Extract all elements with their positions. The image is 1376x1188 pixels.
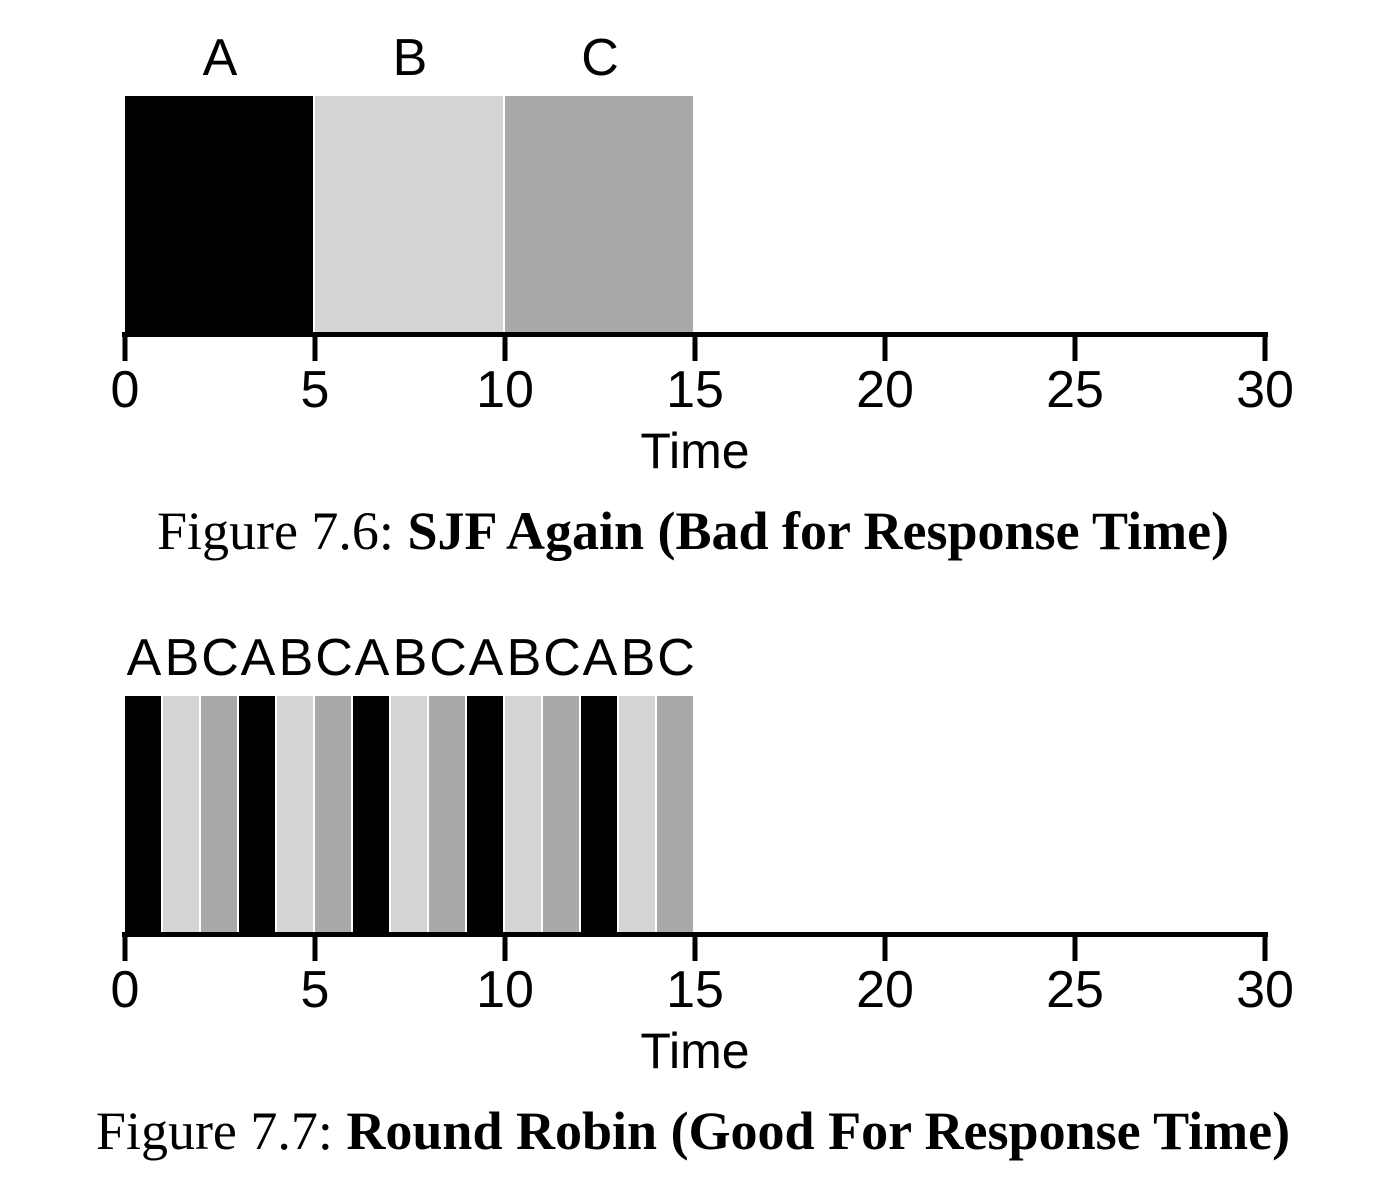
x-axis-tick-0 [122,932,128,961]
timeline-segment-B-13-14 [619,696,655,932]
x-axis-tick-10 [502,932,508,961]
x-axis-tick-0 [122,332,128,361]
timeline-segment-A-6-7 [353,696,389,932]
job-label-C: C [429,629,467,687]
figure-caption: Figure 7.7: Round Robin (Good For Respon… [10,1100,1376,1162]
job-label-C: C [581,29,619,87]
timeline-segment-A-12-13 [581,696,617,932]
job-label-B: B [164,629,200,687]
job-label-A: A [202,29,238,87]
x-axis-tick-label-0: 0 [110,961,140,1019]
job-label-A: A [240,629,276,687]
timeline-segment-B-5-10 [315,96,503,332]
job-label-A: A [582,629,618,687]
caption-number: Figure 7.6: [156,501,394,561]
x-axis-tick-5 [312,932,318,961]
x-axis-tick-label-20: 20 [856,961,914,1019]
x-axis-tick-5 [312,332,318,361]
x-axis: 0 5 10 15 20 25 30 [111,332,1294,447]
timeline-segment-B-1-2 [163,696,199,932]
x-axis-tick-label-10: 10 [476,961,534,1019]
x-axis-tick-label-10: 10 [476,361,534,419]
x-axis-tick-30 [1262,332,1268,361]
caption-number: Figure 7.7: [95,1101,333,1161]
x-axis-tick-20 [882,332,888,361]
timeline-segment-B-4-5 [277,696,313,932]
job-label-B: B [392,29,428,87]
timeline-segment-C-14-15 [657,696,693,932]
x-axis-tick-20 [882,932,888,961]
x-axis-tick-30 [1262,932,1268,961]
x-axis-tick-15 [692,332,698,361]
x-axis-tick-label-15: 15 [666,361,724,419]
job-label-B: B [392,629,428,687]
x-axis-tick-10 [502,332,508,361]
x-axis-tick-label-30: 30 [1236,361,1294,419]
job-label-B: B [506,629,542,687]
x-axis-tick-label-15: 15 [666,961,724,1019]
timeline-segment-C-11-12 [543,696,579,932]
job-label-A: A [354,629,390,687]
timeline-segment-A-3-4 [239,696,275,932]
x-axis-tick-label-30: 30 [1236,961,1294,1019]
x-axis-tick-label-25: 25 [1046,961,1104,1019]
job-label-C: C [201,629,239,687]
job-label-C: C [543,629,581,687]
x-axis: 0 5 10 15 20 25 30 [111,932,1294,1047]
job-label-C: C [315,629,353,687]
figure-7-6-chart: A B C 0 5 10 15 20 25 30 Time Figure 7.6: SJF Ag… [0,0,1376,580]
x-axis-tick-15 [692,932,698,961]
job-label-B: B [620,629,656,687]
timeline-bars [125,96,1265,332]
timeline-segment-C-2-3 [201,696,237,932]
timeline-segment-C-5-6 [315,696,351,932]
timeline-segment-A-9-10 [467,696,503,932]
x-axis-tick-label-0: 0 [110,361,140,419]
x-axis-tick-label-5: 5 [300,361,330,419]
x-axis-title: Time [640,1023,750,1079]
x-axis-tick-label-20: 20 [856,361,914,419]
caption-title: Round Robin (Good For Response Time) [346,1101,1291,1161]
x-axis-title: Time [640,423,750,479]
job-label-B: B [278,629,314,687]
job-label-A: A [468,629,504,687]
figure-caption: Figure 7.6: SJF Again (Bad for Response … [10,500,1376,562]
job-labels-row: A B C [125,28,1265,88]
x-axis-tick-label-25: 25 [1046,361,1104,419]
job-label-C: C [657,629,695,687]
timeline-segment-B-10-11 [505,696,541,932]
x-axis-tick-label-5: 5 [300,961,330,1019]
timeline-segment-A-0-5 [125,96,313,332]
timeline-segment-C-10-15 [505,96,693,332]
job-label-A: A [126,629,162,687]
timeline-bars [125,696,1265,932]
timeline-segment-B-7-8 [391,696,427,932]
timeline-segment-A-0-1 [125,696,161,932]
x-axis-tick-25 [1072,932,1078,961]
x-axis-tick-25 [1072,332,1078,361]
caption-title: SJF Again (Bad for Response Time) [407,501,1230,561]
timeline-segment-C-8-9 [429,696,465,932]
